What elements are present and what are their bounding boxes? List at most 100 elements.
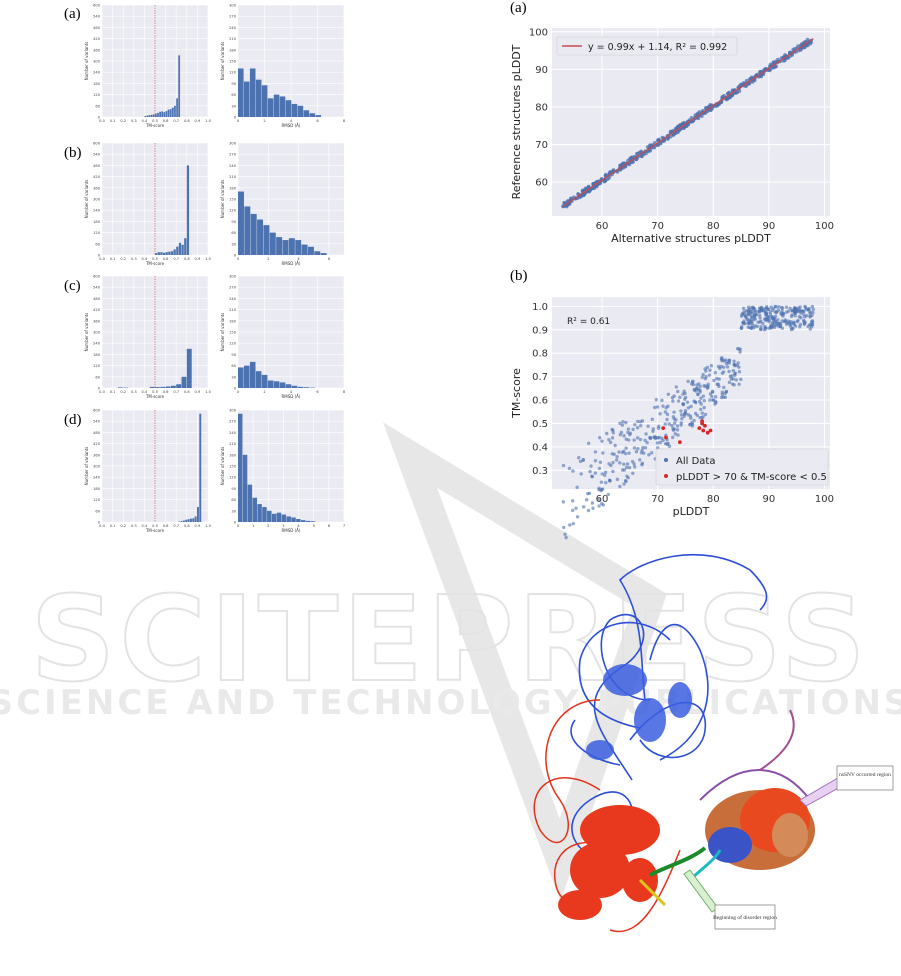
highlight-point	[705, 430, 710, 435]
data-point	[561, 500, 566, 504]
x-tick-label: 1	[252, 524, 254, 528]
data-point	[732, 359, 736, 363]
histogram-a-left: 0 60 120 180 240 300 360 420 480 540 600 0.0 0.1 0.2 0…	[84, 4, 212, 129]
data-point	[702, 398, 707, 403]
data-point	[665, 442, 670, 447]
y-tick-label: 240	[229, 431, 237, 435]
data-point	[584, 497, 589, 502]
y-tick-label: 60	[95, 375, 100, 379]
data-point	[719, 395, 724, 400]
bar	[160, 252, 163, 255]
x-tick-label: 0.4	[142, 257, 148, 261]
y-tick-label: 30	[231, 104, 236, 108]
y-tick-label: 420	[93, 37, 101, 41]
bar	[163, 112, 166, 117]
highlight-point	[697, 426, 702, 431]
data-point	[577, 456, 581, 460]
y-tick-label: 300	[93, 198, 101, 202]
bar	[176, 246, 179, 255]
bar	[171, 107, 174, 117]
x-axis-label: RMSD (Å)	[282, 123, 301, 128]
y-tick-label: 480	[93, 297, 101, 301]
data-point	[624, 420, 628, 425]
bar	[273, 381, 280, 388]
x-tick-label: 0.3	[131, 119, 137, 123]
y-tick-label: 0.9	[532, 325, 548, 336]
x-tick-label: 70	[651, 494, 664, 505]
y-tick-label: 210	[229, 37, 237, 41]
x-tick-label: 0.1	[110, 390, 116, 394]
x-tick-label: 0.6	[163, 390, 169, 394]
scatter-plot-a: 60 70 80 90 100 60 70 80 90 100 Alternative struct…	[510, 27, 834, 245]
y-tick-label: 0.4	[532, 442, 548, 453]
data-point	[574, 506, 578, 510]
data-point	[624, 437, 628, 441]
y-tick-label: 270	[229, 420, 237, 424]
y-tick-label: 360	[93, 48, 101, 52]
y-tick-label: 300	[229, 275, 237, 279]
y-tick-label: 360	[93, 453, 101, 457]
y-tick-label: 540	[93, 420, 101, 424]
x-tick-label: 100	[815, 221, 834, 232]
data-point	[580, 193, 584, 198]
x-tick-label: 0.8	[184, 390, 190, 394]
data-point	[697, 382, 701, 386]
data-point	[676, 389, 680, 394]
data-point	[593, 450, 598, 454]
data-point	[788, 322, 792, 327]
data-point	[688, 423, 692, 427]
data-point	[638, 437, 643, 442]
data-point	[625, 465, 629, 470]
bar	[249, 68, 256, 117]
legend-label: pLDDT > 70 & TM-score < 0.5	[676, 472, 827, 483]
data-point	[706, 382, 710, 386]
data-point	[665, 412, 670, 417]
bar	[303, 110, 310, 117]
data-point	[683, 408, 688, 413]
data-point	[731, 369, 736, 373]
bar	[238, 413, 243, 522]
x-tick-label: 0.2	[120, 257, 126, 261]
data-point	[696, 392, 700, 396]
y-tick-label: 240	[229, 26, 237, 30]
data-point	[759, 325, 763, 329]
data-point	[601, 451, 605, 455]
legend-swatch	[664, 474, 668, 478]
x-tick-label: 0.1	[110, 119, 116, 123]
y-tick-label: 150	[229, 465, 237, 469]
annotation-disorder-label: Beginning of disorder region	[713, 914, 777, 921]
y-tick-label: 540	[93, 286, 101, 290]
data-point	[810, 304, 814, 309]
y-tick-label: 180	[229, 319, 237, 323]
data-point	[638, 458, 642, 462]
y-tick-label: 30	[231, 509, 236, 513]
bar	[291, 517, 296, 522]
x-tick-label: 1.0	[205, 390, 211, 394]
highlight-point	[664, 435, 668, 440]
data-point	[781, 311, 786, 316]
x-tick-label: 4	[297, 524, 300, 528]
data-point	[759, 319, 763, 323]
bar	[152, 114, 155, 117]
bar	[238, 191, 244, 255]
data-point	[701, 394, 706, 398]
data-point	[596, 498, 601, 502]
y-tick-label: 120	[229, 476, 237, 480]
data-point	[672, 417, 677, 421]
data-point	[786, 309, 791, 313]
highlight-point	[700, 419, 705, 423]
data-point	[734, 378, 738, 382]
bar	[243, 81, 250, 117]
data-point	[617, 450, 621, 454]
bar	[297, 386, 304, 388]
y-tick-label: 120	[229, 209, 237, 213]
y-tick-label: 480	[93, 26, 101, 30]
data-point	[733, 363, 737, 367]
data-point	[800, 309, 804, 313]
y-tick-label: 300	[229, 4, 237, 8]
bar	[174, 105, 176, 117]
data-point	[766, 307, 770, 312]
bar	[301, 244, 308, 255]
y-tick-label: 60	[95, 242, 100, 246]
